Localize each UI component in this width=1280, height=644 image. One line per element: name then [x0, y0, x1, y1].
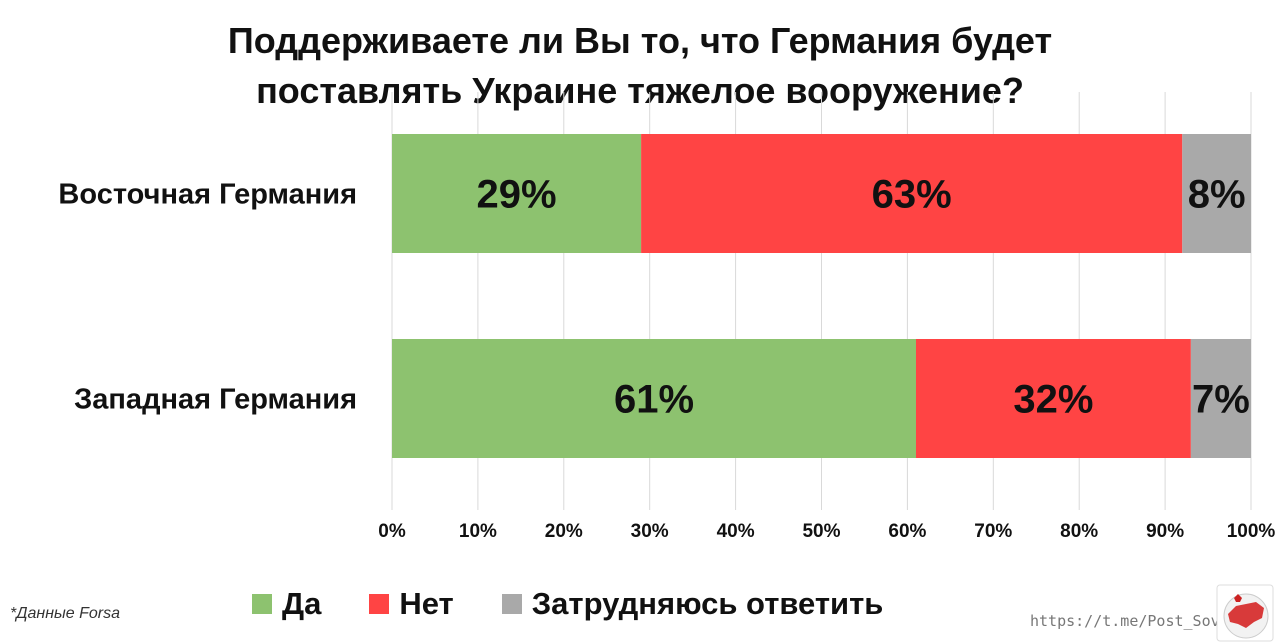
chart-title-line-1: Поддерживаете ли Вы то, что Германия буд… [227, 20, 1053, 61]
legend-item: Затрудняюсь ответить [501, 586, 884, 622]
x-tick-label: 50% [802, 521, 840, 542]
chart-title-line-2: поставлять Украине тяжелое вооружение? [256, 70, 1024, 111]
bar-segment [641, 134, 1183, 253]
x-tick-label: 80% [1060, 521, 1098, 542]
data-label: 7% [1192, 378, 1250, 422]
russia-map-logo-icon [1216, 584, 1274, 642]
bar-segment [392, 134, 642, 253]
x-tick-label: 90% [1146, 521, 1184, 542]
data-label: 61% [614, 378, 694, 422]
x-tick-label: 30% [631, 521, 669, 542]
x-tick-label: 60% [888, 521, 926, 542]
bar-segment [1182, 134, 1251, 253]
bar-segment [392, 339, 916, 458]
legend-swatch [501, 594, 522, 614]
legend: Да Нет Затрудняюсь ответить [252, 584, 931, 624]
legend-item: Да [252, 586, 321, 622]
legend-item: Нет [369, 586, 454, 622]
watermark-url[interactable]: https://t.me/Post_Sovet [1030, 612, 1238, 630]
legend-label: Да [282, 586, 322, 621]
data-label: 8% [1188, 173, 1246, 217]
x-tick-label: 70% [974, 521, 1012, 542]
bar-segment [1190, 339, 1251, 458]
x-tick-label: 10% [459, 521, 497, 542]
chart-title: Поддерживаете ли Вы то, что Германия буд… [0, 16, 1280, 116]
category-label: Западная Германия [74, 384, 357, 416]
legend-swatch [252, 594, 272, 614]
data-label: 29% [477, 173, 557, 217]
legend-label: Нет [399, 586, 454, 621]
data-label: 63% [872, 173, 952, 217]
x-tick-label: 0% [378, 521, 406, 542]
legend-label: Затрудняюсь ответить [531, 586, 884, 621]
legend-swatch [369, 594, 390, 614]
category-label: Восточная Германия [58, 179, 357, 211]
labels: 0% 10% 20% 30% 40% 50% 60% 70% 80% 90% 100% Восточн… [58, 173, 1275, 543]
source-note: *Данные Forsa [10, 605, 121, 622]
x-tick-label: 20% [545, 521, 583, 542]
bars [392, 134, 1251, 458]
x-tick-label: 100% [1227, 521, 1276, 542]
data-label: 32% [1013, 378, 1093, 422]
x-tick-label: 40% [717, 521, 755, 542]
bar-segment [915, 339, 1191, 458]
